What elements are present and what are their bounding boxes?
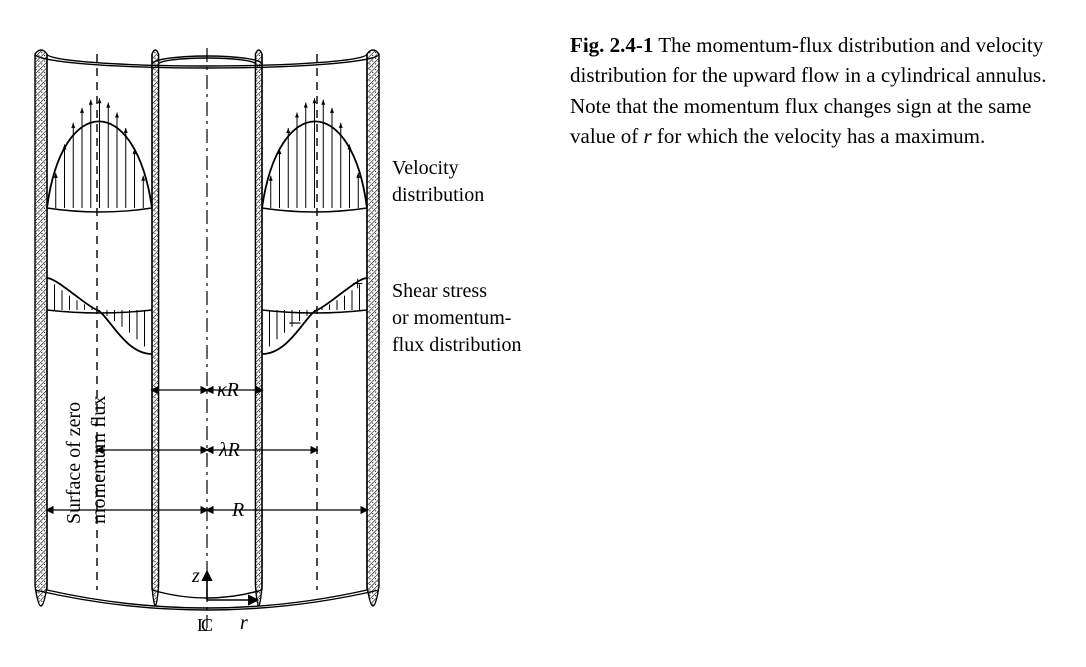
axis-z-label: z	[192, 563, 200, 590]
figure-caption: Fig. 2.4-1 The momentum-flux distributio…	[570, 30, 1070, 152]
centerline-symbol: CL	[201, 613, 209, 637]
caption-text-2: for which the velocity has a maximum.	[652, 124, 986, 148]
caption-var-r: r	[643, 124, 651, 148]
label-shear-stress: Shear stress or momentum- flux distribut…	[392, 278, 521, 359]
sign-minus: −	[288, 308, 302, 340]
dim-kappaR: κR	[217, 377, 239, 404]
sign-plus: +	[352, 271, 363, 298]
dim-lambdaR: λR	[219, 437, 240, 464]
label-velocity-distribution: Velocity distribution	[392, 155, 484, 209]
figure-number: Fig. 2.4-1	[570, 33, 653, 57]
axis-r-label: r	[240, 610, 248, 637]
annulus-figure: Velocity distribution Shear stress or mo…	[22, 30, 562, 650]
label-surface-zero-flux: Surface of zero momentum flux	[62, 396, 112, 524]
dim-R: R	[232, 497, 244, 524]
